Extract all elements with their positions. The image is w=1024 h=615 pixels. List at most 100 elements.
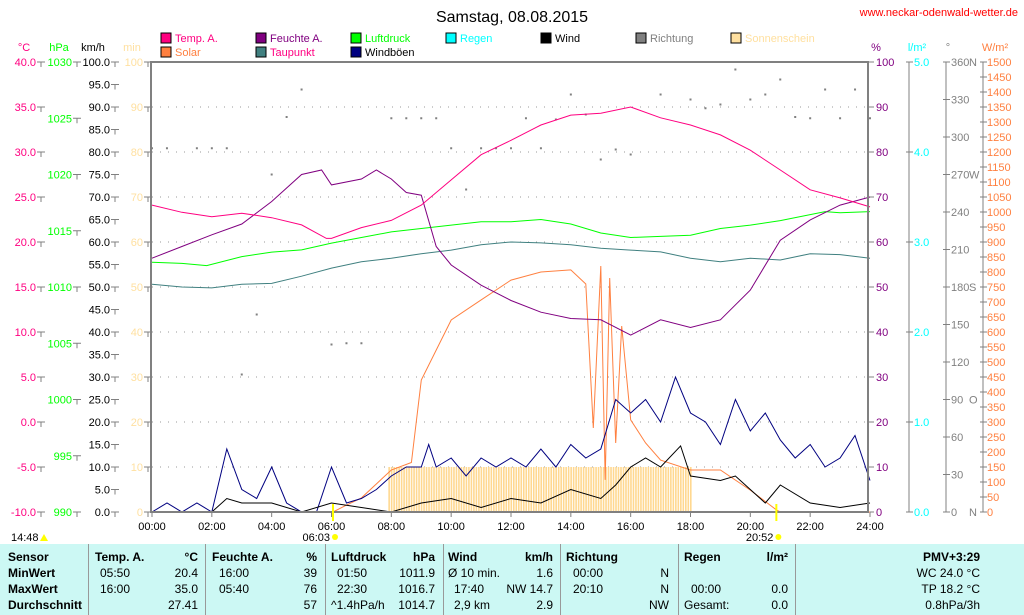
sunshine-bar xyxy=(440,467,443,512)
pressure-tick xyxy=(73,455,81,461)
sunshine-bar xyxy=(635,467,637,512)
direction-tick-label: 180 xyxy=(951,282,969,294)
solar-tick-label: 1500 xyxy=(987,57,1011,69)
sunshine-bar xyxy=(685,467,687,512)
wind-max-time: 17:40 xyxy=(454,582,485,596)
legend-label: Richtung xyxy=(650,33,693,45)
temp-tick-label: -5.0 xyxy=(17,462,36,474)
direction-point xyxy=(225,147,228,150)
sunshine-bar xyxy=(505,467,508,512)
sunshine-bar xyxy=(420,467,423,512)
pressure-tick xyxy=(73,117,81,124)
humidity-tick-label: 30 xyxy=(876,372,888,384)
sunshine-bar xyxy=(510,467,513,512)
direction-point xyxy=(779,78,782,81)
wind-tick xyxy=(111,129,119,135)
sunshine-bar xyxy=(468,467,470,512)
direction-tick-label: 60 xyxy=(951,432,963,444)
sunshine-tick-label: 10 xyxy=(131,462,143,474)
sunshine-bar xyxy=(580,467,582,512)
sunshine-bar xyxy=(585,467,587,512)
sunshine-bar xyxy=(532,467,535,512)
series-line-taupunkt xyxy=(151,241,871,289)
sunshine-bar xyxy=(498,467,500,512)
wind-tick xyxy=(111,61,119,67)
x-tick-label: 18:00 xyxy=(677,521,705,533)
solar-tick-label: 1300 xyxy=(987,117,1011,129)
legend-swatch xyxy=(730,32,742,44)
direction-point xyxy=(539,147,542,150)
sunshine-bar xyxy=(493,467,495,512)
wind-tick-label: 15.0 xyxy=(89,440,110,452)
x-tick-label: 22:00 xyxy=(796,521,824,533)
direction-point xyxy=(165,147,168,150)
temp-max-value: 35.0 xyxy=(174,582,198,596)
daylength: 14:48 xyxy=(11,532,39,544)
sunshine-bar xyxy=(488,467,490,512)
sunshine-tick-label: 100 xyxy=(125,57,143,69)
legend-label: Solar xyxy=(175,47,201,59)
direction-point xyxy=(659,93,662,96)
solar-tick-label: 1100 xyxy=(987,177,1011,189)
sunshine-bar xyxy=(550,467,552,512)
legend-label: Regen xyxy=(460,33,492,45)
dir-max-value: N xyxy=(660,582,669,596)
sunshine-bar xyxy=(520,467,523,512)
sunshine-tick-label: 90 xyxy=(131,102,143,114)
press-avg-value: 1014.7 xyxy=(398,598,435,612)
solar-tick-label: 450 xyxy=(987,372,1005,384)
temp-tick xyxy=(37,286,45,292)
temp-min-time: 05:50 xyxy=(100,566,131,580)
sunshine-tick-label: 50 xyxy=(131,282,143,294)
sunshine-bar xyxy=(540,467,543,512)
direction-point xyxy=(495,147,498,150)
sunshine-bar xyxy=(413,467,415,512)
direction-tick-label: 300 xyxy=(951,132,969,144)
dir-avg-value: NW xyxy=(649,598,669,612)
wind-tick-label: 35.0 xyxy=(89,350,110,362)
sunshine-bar xyxy=(398,467,400,512)
sunshine-bar xyxy=(438,467,440,512)
legend-label: Luftdruck xyxy=(365,33,411,45)
rain-header: Regen xyxy=(684,550,721,564)
sunshine-bar xyxy=(408,467,410,512)
solar-tick-label: 900 xyxy=(987,237,1005,249)
sunshine-bar xyxy=(527,467,530,512)
sunshine-bar xyxy=(480,467,483,512)
sunshine-bar xyxy=(682,467,685,512)
direction-point xyxy=(330,343,333,346)
pressure-axis-unit: hPa xyxy=(49,42,69,54)
website-link[interactable]: www.neckar-odenwald-wetter.de xyxy=(859,7,1018,19)
legend-swatch xyxy=(350,46,362,58)
wind-tick-label: 55.0 xyxy=(89,260,110,272)
press-max-value: 1016.7 xyxy=(398,582,435,596)
solar-tick-label: 1050 xyxy=(987,192,1011,204)
grid xyxy=(152,106,870,468)
rain-total-label: Gesamt: xyxy=(684,598,730,612)
solar-tick-label: 1400 xyxy=(987,87,1011,99)
sunshine-tick-label: 30 xyxy=(131,372,143,384)
direction-point xyxy=(809,117,812,120)
solar-tick-label: 50 xyxy=(987,492,999,504)
humidity-tick-label: 60 xyxy=(876,237,888,249)
temp-tick xyxy=(37,196,45,202)
x-tick-label: 06:00 xyxy=(318,521,346,533)
sunshine-bar xyxy=(428,467,430,512)
hum-min-time: 16:00 xyxy=(219,566,250,580)
legend-label: Windböen xyxy=(365,47,415,59)
wind-avg10-label: Ø 10 min. xyxy=(448,566,501,580)
wind-tick-label: 40.0 xyxy=(89,327,110,339)
wind-tick-label: 60.0 xyxy=(89,237,110,249)
direction-point xyxy=(390,117,393,120)
hum-max-time: 05:40 xyxy=(219,582,250,596)
sunshine-tick-label: 60 xyxy=(131,237,143,249)
wind-tick xyxy=(111,489,119,495)
sunshine-bar xyxy=(587,467,590,512)
sunshine-bar xyxy=(652,467,655,512)
sunshine-bar xyxy=(557,467,560,512)
direction-point xyxy=(749,98,752,101)
pressure-tick-label: 1030 xyxy=(48,57,72,69)
wind-avg10-value: 1.6 xyxy=(536,566,553,580)
sunshine-bar xyxy=(625,467,627,512)
solar-tick-label: 400 xyxy=(987,387,1005,399)
